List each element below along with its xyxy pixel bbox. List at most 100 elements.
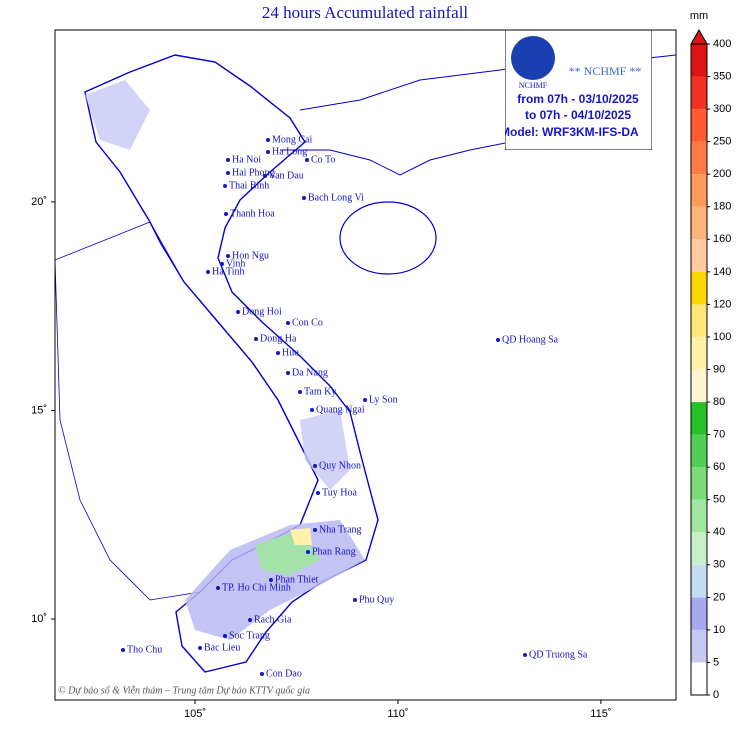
lon-tick-label: 115˚ [590, 708, 611, 720]
place-label: Con Co [292, 317, 323, 328]
colorbar-label: 200 [713, 168, 731, 180]
place-label: Hue [282, 347, 299, 358]
place-dot [121, 648, 125, 652]
place-dot [263, 174, 267, 178]
place-label: Thanh Hoa [230, 208, 275, 219]
place-label: Tam Ky [304, 386, 336, 397]
rain-area [300, 410, 350, 490]
lon-tick-label: 110˚ [387, 708, 408, 720]
colorbar-label: 60 [713, 461, 725, 473]
colorbar-label: 70 [713, 429, 725, 441]
info-box: NCHMF ** NCHMF ** from 07h - 03/10/2025 … [500, 30, 652, 150]
place-label: Phan Thiet [275, 574, 319, 585]
lat-tick-label: 15˚ [31, 404, 47, 416]
colorbar-segment [691, 662, 707, 695]
place-label: Bach Long Vi [308, 192, 364, 203]
place-label: Dong Hoi [242, 306, 282, 317]
logo-text: NCHMF [519, 81, 548, 90]
place-dot [286, 321, 290, 325]
place-dot [260, 672, 264, 676]
place-dot [313, 464, 317, 468]
place-label: Dong Ha [260, 333, 297, 344]
place-dot [363, 398, 367, 402]
colorbar-label: 20 [713, 591, 725, 603]
place-label: Co To [311, 154, 335, 165]
place-label: Vinh [226, 258, 245, 269]
map-frame [54, 29, 677, 701]
place-dot [523, 653, 527, 657]
colorbar-label: 30 [713, 559, 725, 571]
place-label: Con Dao [266, 668, 302, 679]
colorbar-label: 250 [713, 136, 731, 148]
rain-area [85, 80, 150, 150]
rain-area [290, 528, 312, 545]
colorbar-label: 5 [713, 656, 719, 668]
place-dot [223, 184, 227, 188]
place-dot [220, 262, 224, 266]
place-label: Nha Trang [319, 524, 362, 535]
colorbar-label: 120 [713, 298, 731, 310]
place-label: Hai Phong [232, 167, 275, 178]
colorbar-segment [691, 532, 707, 565]
place-dot [198, 646, 202, 650]
place-dot [248, 618, 252, 622]
model: Model: WRF3KM-IFS-DA [500, 125, 639, 139]
gulf-coast [280, 139, 521, 176]
place-dot [353, 598, 357, 602]
colorbar-label: 0 [713, 689, 719, 701]
place-label: Bac Lieu [204, 642, 240, 653]
colorbar-unit: mm [690, 10, 708, 22]
place-dot [226, 158, 230, 162]
rain-area [185, 520, 365, 640]
place-label: TP. Ho Chi Minh [222, 582, 291, 593]
colorbar-label: 180 [713, 201, 731, 213]
colorbar-label: 50 [713, 494, 725, 506]
place-dot [236, 310, 240, 314]
colorbar-segment [691, 402, 707, 435]
colorbar-label: 100 [713, 331, 731, 343]
place-label: Quy Nhon [319, 460, 361, 471]
colorbar-segment [691, 564, 707, 598]
place-label: Ha Noi [232, 154, 261, 165]
copyright: © Dự báo số & Viễn thám – Trung tâm Dự b… [58, 685, 310, 696]
colorbar-segment [691, 369, 707, 403]
colorbar-segment [691, 467, 707, 500]
place-dot [224, 212, 228, 216]
place-label: Hon Ngu [232, 250, 269, 261]
place-label: Quang Ngai [316, 404, 365, 415]
place-dot [306, 550, 310, 554]
colorbar-segment [691, 141, 707, 175]
place-dot [226, 171, 230, 175]
place-label: Soc Trang [229, 630, 270, 641]
place-label: QD Hoang Sa [502, 334, 559, 345]
place-dot [310, 408, 314, 412]
date-to: to 07h - 04/10/2025 [525, 108, 631, 122]
colorbar-label: 300 [713, 103, 731, 115]
colorbar-segment [691, 109, 707, 142]
colorbar-segment [691, 597, 707, 630]
colorbar-segment [691, 336, 707, 370]
place-dot [266, 150, 270, 154]
place-dot [254, 337, 258, 341]
place-label: Tho Chu [127, 644, 162, 655]
place-label: Ha Long [272, 146, 307, 157]
hainan [339, 201, 437, 275]
colorbar-label: 90 [713, 363, 725, 375]
place-label: Ly Son [369, 394, 398, 405]
place-label: Van Dau [269, 170, 304, 181]
place-label: Rach Gia [254, 614, 292, 625]
place-dot [266, 138, 270, 142]
lat-tick-label: 10˚ [31, 613, 47, 625]
place-dot [305, 158, 309, 162]
place-dot [216, 586, 220, 590]
place-dot [286, 371, 290, 375]
logo [511, 36, 555, 80]
place-dot [496, 338, 500, 342]
place-label: Ha Tinh [212, 266, 245, 277]
place-dot [269, 578, 273, 582]
colorbar-segment [691, 239, 707, 272]
place-dot [223, 634, 227, 638]
place-label: Thai Binh [229, 180, 269, 191]
colorbar-segment [691, 44, 707, 77]
